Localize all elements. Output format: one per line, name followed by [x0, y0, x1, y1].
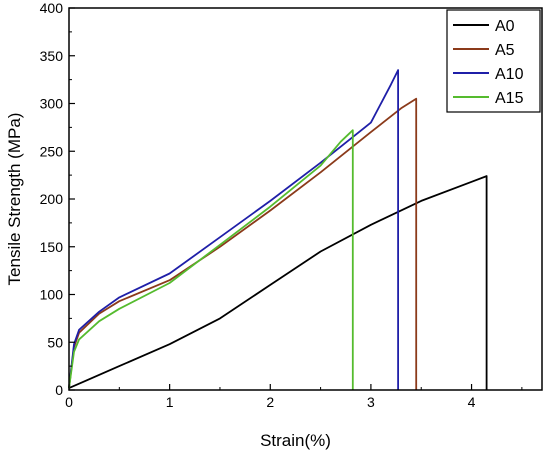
- x-tick-label: 1: [166, 394, 174, 410]
- x-tick-label: 0: [65, 394, 73, 410]
- x-tick-label: 2: [266, 394, 274, 410]
- legend-box: [446, 9, 541, 113]
- legend: A0 A5 A10 A15: [446, 9, 541, 113]
- x-axis-label: Strain(%): [260, 431, 331, 450]
- series-line-a5: [68, 97, 418, 390]
- y-tick-label: 0: [55, 382, 63, 398]
- y-tick-label: 250: [40, 143, 64, 159]
- legend-label-a5: A5: [495, 42, 515, 59]
- series-line-a10: [68, 69, 400, 390]
- series-layer: [68, 69, 488, 390]
- x-tick-label: 4: [468, 394, 476, 410]
- y-tick-label: 150: [40, 239, 64, 255]
- y-tick-label: 300: [40, 96, 64, 112]
- y-tick-label: 400: [40, 0, 64, 16]
- axes-layer: 0 50 100 150 200 250 300 350 400 0 1 2 3 4: [40, 0, 543, 410]
- x-tick-label: 3: [367, 394, 375, 410]
- legend-label-a10: A10: [495, 66, 524, 83]
- y-tick-label: 350: [40, 48, 64, 64]
- series-line-a15: [68, 129, 354, 390]
- y-tick-label: 200: [40, 191, 64, 207]
- series-line-a0: [68, 175, 488, 390]
- y-tick-label: 100: [40, 287, 64, 303]
- legend-label-a15: A15: [495, 90, 524, 107]
- legend-label-a0: A0: [495, 18, 515, 35]
- y-tick-label: 50: [47, 334, 63, 350]
- y-axis-label: Tensile Strength (MPa): [5, 113, 24, 286]
